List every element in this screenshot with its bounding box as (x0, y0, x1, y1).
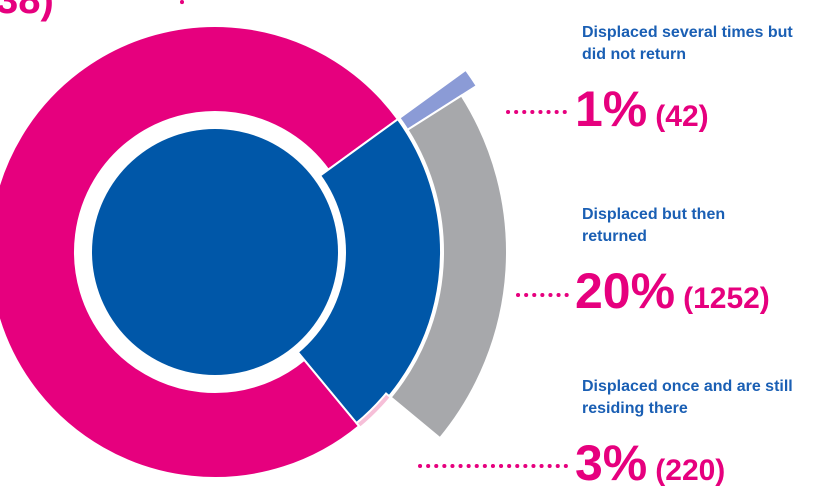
value-group: 1% (42) (575, 80, 709, 138)
category-label: Displaced several times but did not retu… (582, 24, 793, 63)
segment (389, 94, 508, 440)
inner-disc (92, 129, 338, 375)
count-label: (42) (655, 100, 709, 133)
leaders (180, 0, 574, 468)
remainder-ring (0, 25, 400, 479)
count-label: (1252) (683, 282, 770, 315)
value-group: 3% (220) (575, 434, 725, 487)
category-label: Displaced but then returned (582, 206, 726, 245)
value-label: 20% (575, 263, 676, 319)
segment (355, 392, 393, 430)
value-label: 3% (575, 435, 648, 487)
value-label: 1% (575, 81, 648, 137)
count-label: (220) (655, 454, 726, 487)
value-group: 20% (1252) (575, 262, 770, 320)
pie (0, 25, 508, 479)
cut-label: 38) (0, 0, 54, 22)
category-label: Displaced once and are still residing th… (582, 378, 793, 417)
